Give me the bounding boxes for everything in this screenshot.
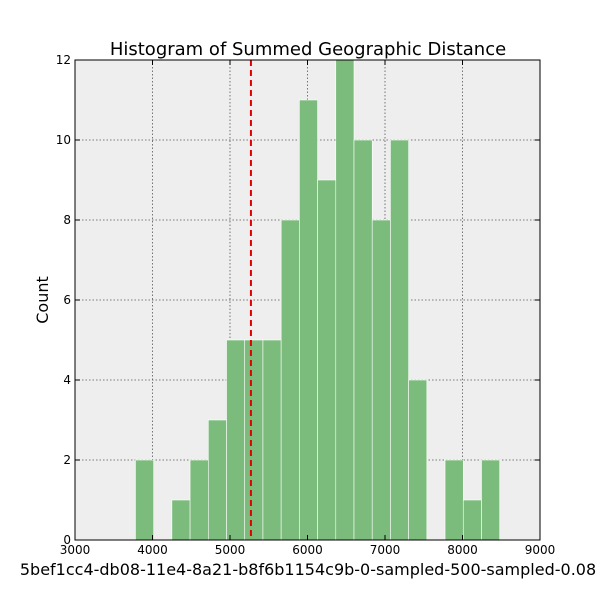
histogram-bar [462,499,482,541]
x-tick-label: 4000 [137,543,168,557]
histogram-bar [189,459,209,541]
y-tick-label: 4 [63,373,71,387]
x-tick-label: 9000 [525,543,556,557]
y-tick-label: 8 [63,213,71,227]
x-tick-label: 7000 [370,543,401,557]
y-tick-label: 10 [56,133,71,147]
y-tick-label: 12 [56,53,71,67]
x-tick-label: 8000 [447,543,478,557]
histogram-bar [317,179,337,541]
y-tick-label: 0 [63,533,71,547]
x-axis-label: 5bef1cc4-db08-11e4-8a21-b8f6b1154c9b-0-s… [20,560,596,579]
x-tick-label: 3000 [60,543,91,557]
histogram-bar [244,339,264,541]
y-axis-ticks: 0 2 4 6 8 10 12 [56,53,540,547]
histogram-bar [262,339,282,541]
x-tick-label: 6000 [292,543,323,557]
y-tick-label: 2 [63,453,71,467]
histogram-bar [280,219,300,541]
histogram-bar [444,459,464,541]
histogram-bar [299,99,318,541]
histogram-bar [226,339,246,541]
y-axis-label: Count [33,276,52,324]
histogram-bar [208,419,227,541]
histogram-bar [371,219,391,541]
histogram-bar [481,459,500,541]
histogram-bar [390,139,409,541]
histogram-bar [335,59,355,541]
y-tick-label: 6 [63,293,71,307]
chart-title: Histogram of Summed Geographic Distance [110,39,506,60]
histogram-bar [408,379,428,541]
histogram-bar [353,139,373,541]
x-axis-ticks: 3000 4000 5000 6000 7000 8000 9000 [60,60,556,557]
x-tick-label: 5000 [215,543,246,557]
histogram-bar [135,459,154,541]
histogram-bar [171,499,191,541]
